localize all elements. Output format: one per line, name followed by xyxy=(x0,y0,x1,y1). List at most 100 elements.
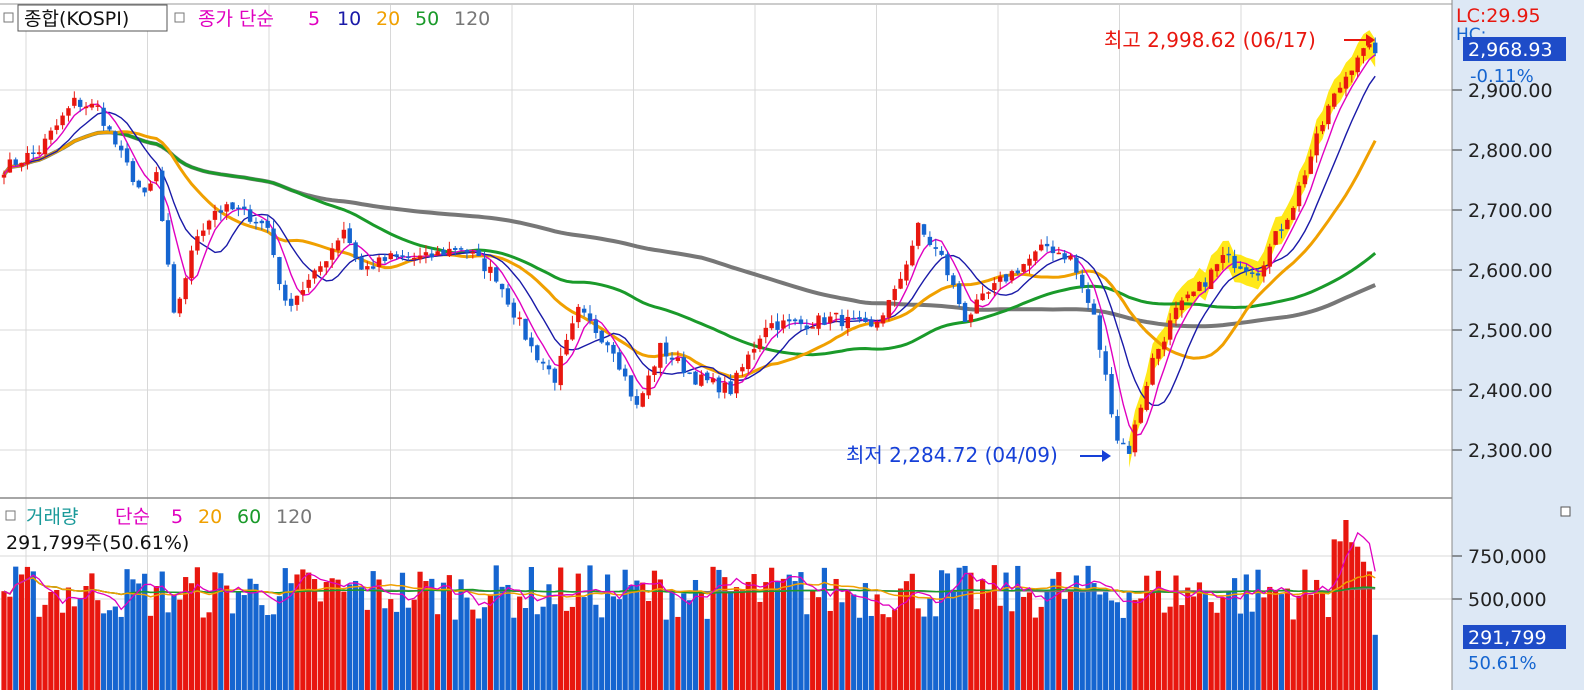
ma5-legend: 5 xyxy=(308,8,320,30)
candle-body xyxy=(429,253,434,258)
volume-bar xyxy=(212,572,218,690)
candle-body xyxy=(939,250,944,255)
volume-bar xyxy=(487,594,493,690)
candle-body xyxy=(1144,385,1149,410)
volume-bar xyxy=(1062,599,1068,690)
candle-body xyxy=(1249,272,1255,274)
candle-body xyxy=(283,284,288,301)
volume-bar xyxy=(517,596,523,690)
volume-bar xyxy=(950,589,956,690)
price-panel-toggle-icon[interactable] xyxy=(3,12,14,23)
candle-body xyxy=(394,254,399,257)
volume-bar xyxy=(728,591,734,690)
volume-bar xyxy=(980,579,986,690)
volume-bar xyxy=(165,612,171,690)
volume-bar xyxy=(897,588,904,690)
volume-bar xyxy=(1132,600,1138,690)
price-tick-label: 2,300.00 xyxy=(1468,440,1553,462)
volume-bar xyxy=(710,566,716,690)
volume-bar xyxy=(1296,595,1302,690)
candle-body xyxy=(652,366,657,375)
candlesticks xyxy=(1,37,1378,457)
volume-bar xyxy=(1167,606,1173,690)
candle-body xyxy=(681,357,686,374)
volume-bar xyxy=(306,572,312,690)
volume-bar xyxy=(733,587,740,690)
candle-body xyxy=(113,131,118,145)
candle-body xyxy=(722,382,727,393)
candle-body xyxy=(1003,274,1009,282)
candle-body xyxy=(570,323,575,340)
volume-bar xyxy=(581,597,587,690)
candle-body xyxy=(933,247,938,249)
candle-body xyxy=(341,229,347,239)
candle-body xyxy=(300,290,306,295)
candle-body xyxy=(183,278,188,300)
candle-body xyxy=(370,266,376,269)
candle-body xyxy=(160,170,165,221)
candle-body xyxy=(810,327,815,329)
candle-body xyxy=(576,306,581,323)
candle-body xyxy=(1044,243,1050,247)
volume-bar xyxy=(282,568,288,690)
candle-body xyxy=(177,298,182,314)
price-tick-label: 2,800.00 xyxy=(1468,140,1553,162)
candle-body xyxy=(740,367,745,372)
candle-body xyxy=(154,172,159,182)
volume-bar xyxy=(1091,583,1097,690)
volume-bar xyxy=(604,574,611,690)
candle-body xyxy=(910,245,915,266)
panel-resize-handle[interactable] xyxy=(1560,506,1571,517)
volume-bar xyxy=(224,585,230,690)
candle-body xyxy=(1361,48,1366,56)
volume-bar xyxy=(60,612,66,690)
candle-body xyxy=(1126,445,1132,454)
candle-body xyxy=(1115,416,1120,441)
volume-bar xyxy=(862,583,869,690)
candle-body xyxy=(48,130,54,140)
vma5-legend: 5 xyxy=(171,506,183,528)
candle-body xyxy=(540,361,546,364)
candle-body xyxy=(781,320,786,329)
candle-body xyxy=(1162,341,1167,350)
candle-body xyxy=(705,372,710,381)
candle-body xyxy=(1349,70,1354,75)
candle-body xyxy=(734,372,739,394)
volume-bar xyxy=(423,581,429,690)
ma-toggle-icon[interactable] xyxy=(174,12,185,23)
volume-bar xyxy=(30,571,36,690)
volume-bar xyxy=(1179,605,1185,690)
candle-body xyxy=(599,330,604,343)
volume-bar xyxy=(575,573,581,690)
candle-body xyxy=(1244,267,1249,272)
candle-body xyxy=(236,207,241,210)
volume-bar xyxy=(1009,611,1015,690)
volume-bar xyxy=(745,581,751,690)
price-legend-prefix: 종가 단순 xyxy=(198,8,274,30)
candle-body xyxy=(253,221,259,224)
candle-body xyxy=(1255,273,1261,276)
lc-readout: LC:29.95 xyxy=(1456,5,1541,27)
candle-body xyxy=(488,266,493,273)
candle-body xyxy=(494,267,499,282)
volume-bar xyxy=(692,579,699,690)
candle-body xyxy=(1232,255,1237,269)
volume-bar xyxy=(833,578,839,690)
volume-bar xyxy=(101,613,107,690)
price-axis-labels: 2,300.00 2,400.00 2,500.00 2,600.00 2,700.00… xyxy=(1452,80,1553,462)
candle-body xyxy=(1326,105,1331,125)
current-price: 2,968.93 xyxy=(1468,39,1553,61)
candle-body xyxy=(1132,424,1138,453)
candle-body xyxy=(921,224,927,235)
candle-body xyxy=(482,258,487,272)
candle-body xyxy=(1238,266,1243,269)
volume-bar xyxy=(675,616,681,690)
candle-body xyxy=(927,236,933,245)
candle-body xyxy=(171,264,177,313)
candle-body xyxy=(31,152,36,154)
candle-body xyxy=(839,314,845,327)
volume-bar xyxy=(1120,617,1126,690)
candle-body xyxy=(312,270,317,279)
volume-panel-toggle-icon[interactable] xyxy=(5,510,16,521)
